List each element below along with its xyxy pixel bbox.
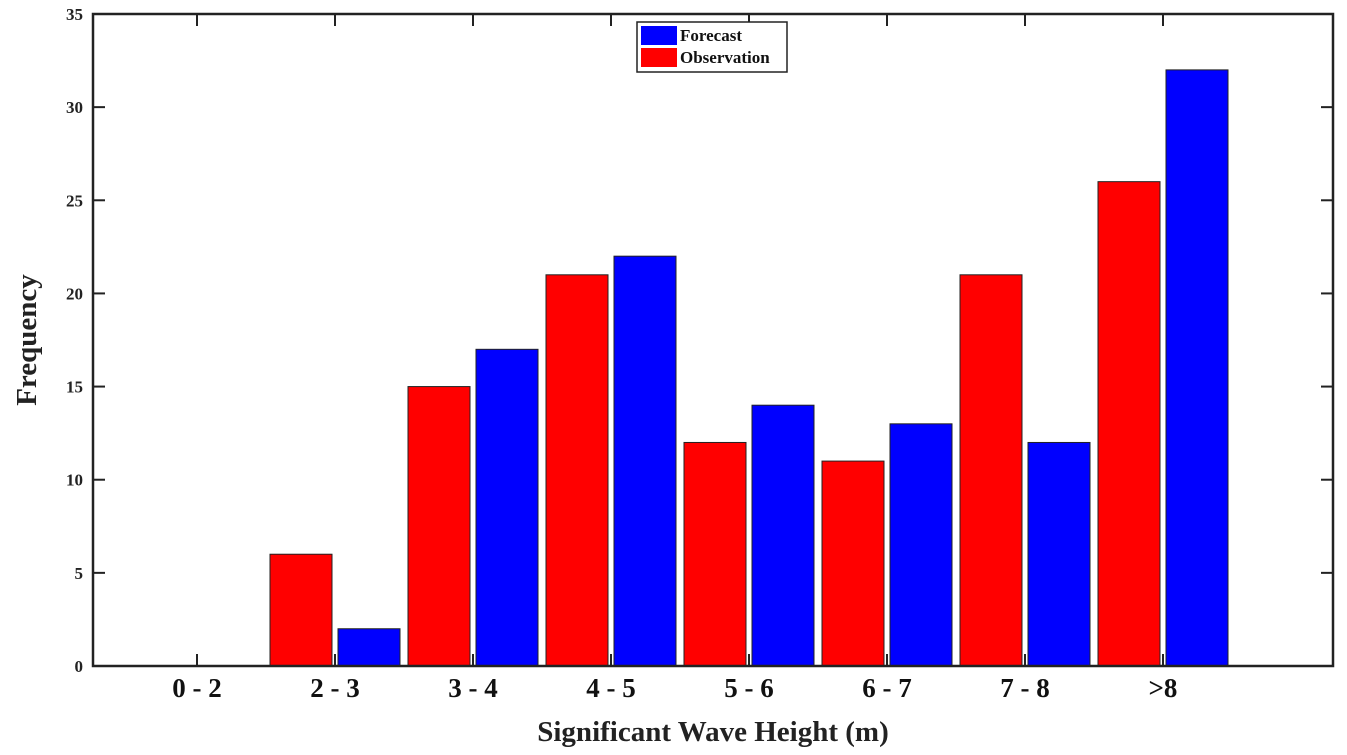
legend: Forecast Observation: [636, 21, 788, 73]
bar-observation-4-5: [545, 274, 609, 667]
bar-forecast-4-5: [613, 255, 677, 667]
y-tick-label-35: 35: [66, 5, 83, 24]
x-axis-label: Significant Wave Height (m): [537, 716, 888, 748]
x-tick-label-3-4: 3 - 4: [448, 673, 498, 703]
bar-observation-8: [1097, 181, 1161, 667]
plot-frame: [91, 12, 1335, 668]
x-tick-labels: 0 - 2 2 - 3 3 - 4 4 - 5 5 - 6 6 - 7 7 - 8 >8: [172, 673, 1177, 703]
x-tick-label-8: >8: [1149, 673, 1178, 703]
bar-observation-6-7: [821, 460, 885, 667]
y-tick-labels: 0 5 10 15 20 25 30 35: [66, 5, 83, 676]
legend-swatch-forecast: [641, 26, 677, 45]
y-tick-label-25: 25: [66, 191, 83, 210]
y-axis-label: Frequency: [11, 274, 43, 406]
bar-forecast-6-7: [889, 423, 953, 667]
x-tick-label-0-2: 0 - 2: [172, 673, 222, 703]
bar-forecast-3-4: [475, 348, 539, 667]
bars-group: [269, 69, 1229, 667]
x-tick-label-5-6: 5 - 6: [724, 673, 774, 703]
bar-observation-2-3: [269, 553, 333, 667]
x-tick-label-7-8: 7 - 8: [1000, 673, 1050, 703]
x-tick-label-2-3: 2 - 3: [310, 673, 360, 703]
bar-forecast-5-6: [751, 404, 815, 667]
x-tick-label-4-5: 4 - 5: [586, 673, 636, 703]
y-tick-label-0: 0: [75, 657, 84, 676]
bar-forecast-8: [1165, 69, 1229, 667]
x-tick-label-6-7: 6 - 7: [862, 673, 912, 703]
y-tick-label-10: 10: [66, 471, 83, 490]
bar-observation-3-4: [407, 386, 471, 667]
legend-swatch-observation: [641, 48, 677, 67]
bar-observation-5-6: [683, 441, 747, 667]
bar-forecast-7-8: [1027, 441, 1091, 667]
bar-observation-7-8: [959, 274, 1023, 667]
y-tick-label-15: 15: [66, 378, 83, 397]
legend-label-forecast: Forecast: [680, 26, 742, 45]
y-tick-label-20: 20: [66, 284, 83, 303]
ticks-group: [93, 13, 1333, 667]
bar-forecast-2-3: [337, 628, 401, 667]
legend-label-observation: Observation: [680, 48, 770, 67]
y-tick-label-30: 30: [66, 98, 83, 117]
y-tick-label-5: 5: [75, 564, 84, 583]
